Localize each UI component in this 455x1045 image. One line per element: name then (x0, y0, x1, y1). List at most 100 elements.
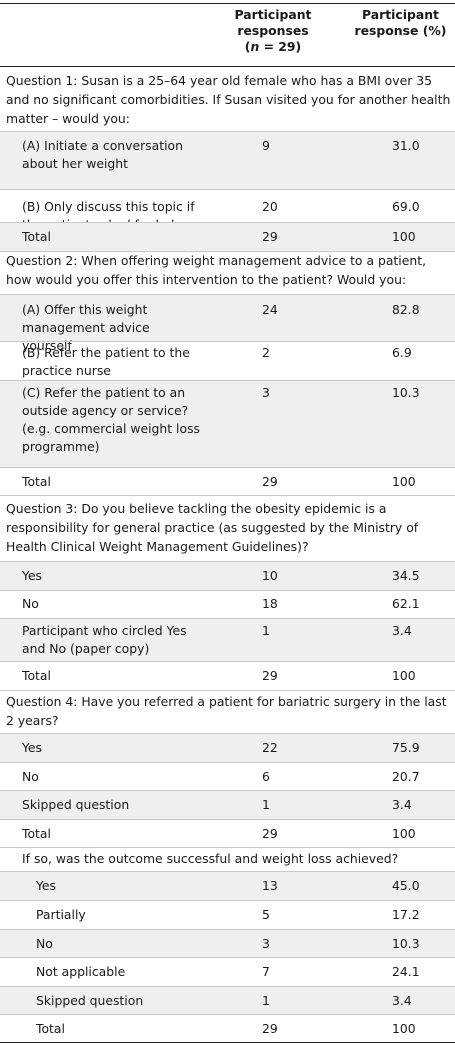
separator (0, 690, 455, 691)
separator (0, 590, 455, 591)
row-count: 24 (262, 302, 278, 317)
row-count: 29 (262, 474, 278, 489)
row-label: No (22, 596, 39, 611)
header-responses-line2: responses (237, 23, 309, 38)
row-percent: 3.4 (392, 797, 412, 812)
row-percent: 10.3 (392, 936, 420, 951)
separator (0, 733, 455, 734)
header-percent-line1: Participant (362, 7, 439, 22)
row-count: 3 (262, 385, 270, 400)
header-responses-n: (n = 29) (244, 39, 302, 54)
row-label: (C) Refer the patient to an outside agen… (22, 385, 200, 454)
row-count: 9 (262, 138, 270, 153)
separator (0, 380, 455, 381)
separator (0, 189, 455, 190)
separator (0, 561, 455, 562)
row-percent: 17.2 (392, 907, 420, 922)
row-percent: 100 (392, 1021, 416, 1036)
row-label: Total (22, 668, 51, 683)
table-row: Partially 5 17.2 (0, 901, 455, 929)
table-row: Skipped question 1 3.4 (0, 791, 455, 819)
separator (0, 847, 455, 848)
row-percent: 75.9 (392, 740, 420, 755)
separator (0, 251, 455, 252)
separator (0, 467, 455, 468)
header-percent-line2: response (%) (354, 23, 447, 38)
row-count: 29 (262, 1021, 278, 1036)
row-count: 22 (262, 740, 278, 755)
row-label: Participant who circled Yes and No (pape… (22, 623, 187, 656)
header-percent: Participant response (%) (346, 7, 455, 39)
separator (0, 618, 455, 619)
table-row: No 3 10.3 (0, 930, 455, 957)
row-percent: 34.5 (392, 568, 420, 583)
row-count: 13 (262, 878, 278, 893)
sub-question-text: If so, was the outcome successful and we… (22, 851, 399, 866)
row-count: 20 (262, 199, 278, 214)
table-row: No 18 62.1 (0, 591, 455, 618)
header-responses-line1: Participant (234, 7, 312, 22)
row-label: Yes (36, 878, 57, 893)
table-row: Yes 10 34.5 (0, 562, 455, 590)
row-count: 10 (262, 568, 278, 583)
row-label: (A) Initiate a conversation about her we… (22, 138, 183, 171)
separator (0, 819, 455, 820)
table-row: (A) Offer this weight management advice … (0, 295, 455, 353)
row-label: Total (22, 474, 51, 489)
table-row: Skipped question 1 3.4 (0, 987, 455, 1014)
table-row: (A) Initiate a conversation about her we… (0, 132, 455, 189)
row-percent: 62.1 (392, 596, 420, 611)
table-row: Total 29 100 (0, 223, 455, 251)
row-count: 7 (262, 964, 270, 979)
table-row: (C) Refer the patient to an outside agen… (0, 381, 455, 467)
separator (0, 986, 455, 987)
table-row: Total 29 100 (0, 820, 455, 847)
table-bottom-rule (0, 1042, 455, 1043)
row-count: 5 (262, 907, 270, 922)
table-row: (B) Only discuss this topic if the patie… (0, 190, 455, 232)
question-1-text: Question 1: Susan is a 25–64 year old fe… (6, 73, 451, 126)
row-count: 18 (262, 596, 278, 611)
row-percent: 10.3 (392, 385, 420, 400)
row-percent: 6.9 (392, 345, 412, 360)
row-percent: 3.4 (392, 993, 412, 1008)
separator (0, 294, 455, 295)
row-label: Yes (22, 568, 43, 583)
table-row: Total 29 100 (0, 1015, 455, 1042)
row-percent: 45.0 (392, 878, 420, 893)
table-row: (B) Refer the patient to the practice nu… (0, 342, 455, 380)
table-row: Total 29 100 (0, 662, 455, 690)
separator (0, 790, 455, 791)
row-percent: 24.1 (392, 964, 420, 979)
row-label: Total (36, 1021, 65, 1036)
header-responses: Participant responses (n = 29) (200, 7, 346, 55)
row-percent: 100 (392, 826, 416, 841)
separator (0, 929, 455, 930)
row-label: Skipped question (22, 797, 130, 812)
row-label: No (36, 936, 53, 951)
row-count: 1 (262, 993, 270, 1008)
question-3-text: Question 3: Do you believe tackling the … (6, 501, 419, 554)
separator (0, 495, 455, 496)
row-percent: 69.0 (392, 199, 420, 214)
row-label: Total (22, 229, 51, 244)
separator (0, 131, 455, 132)
separator (0, 341, 455, 342)
question-4-text: Question 4: Have you referred a patient … (6, 694, 447, 728)
table-row: Not applicable 7 24.1 (0, 958, 455, 986)
header-rule (0, 66, 455, 67)
row-percent: 100 (392, 229, 416, 244)
row-count: 1 (262, 623, 270, 638)
table-row: Yes 13 45.0 (0, 872, 455, 900)
separator (0, 957, 455, 958)
row-percent: 3.4 (392, 623, 412, 638)
row-label: Total (22, 826, 51, 841)
row-count: 6 (262, 769, 270, 784)
row-percent: 20.7 (392, 769, 420, 784)
table-row: Yes 22 75.9 (0, 734, 455, 762)
table-header: Participant responses (n = 29) Participa… (0, 4, 455, 67)
row-percent: 82.8 (392, 302, 420, 317)
row-label: Not applicable (36, 964, 126, 979)
row-label: Skipped question (36, 993, 144, 1008)
separator (0, 762, 455, 763)
